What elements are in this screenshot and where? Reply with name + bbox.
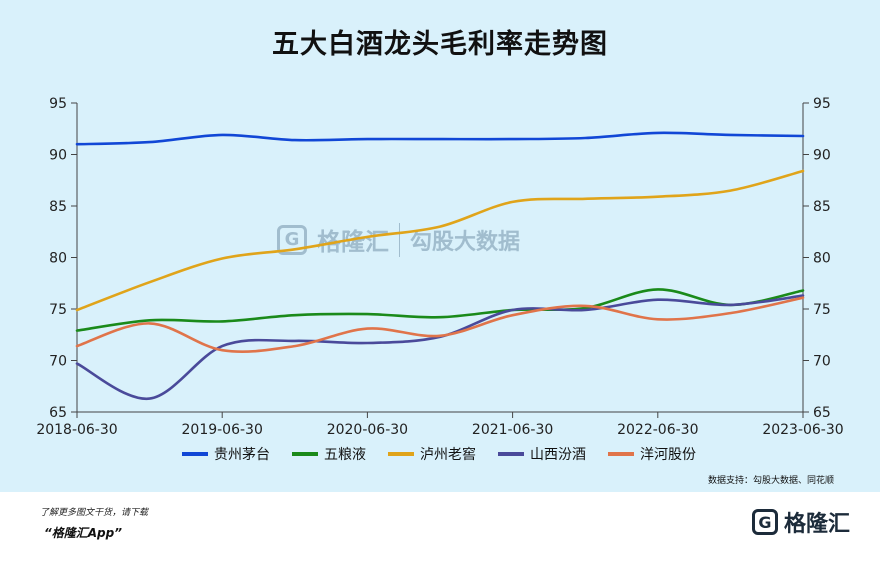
y-tick-label-right: 75 xyxy=(813,302,831,318)
line-chart: 65 65 70 70 75 75 80 80 85 85 90 90 95 95 2018-06-30 20… xyxy=(36,96,843,438)
y-tick-label-left: 65 xyxy=(49,405,67,421)
brand-logo-text: 格隆汇 xyxy=(783,512,850,537)
x-tick-label: 2020-06-30 xyxy=(327,422,408,438)
legend-item-2: 五粮液 xyxy=(292,444,366,464)
y-tick-label-left: 90 xyxy=(49,148,67,164)
x-tick-label: 2023-06-30 xyxy=(762,422,843,438)
legend-label: 山西汾酒 xyxy=(530,447,586,463)
brand-logo-icon: G xyxy=(751,509,778,535)
watermark: G 格隆汇 勾股大数据 xyxy=(277,222,520,257)
legend-label: 五粮液 xyxy=(324,447,366,463)
y-tick-label-left: 70 xyxy=(49,354,67,370)
series-line-1 xyxy=(75,131,805,146)
y-tick-label-right: 65 xyxy=(813,405,831,421)
series-line-4 xyxy=(75,294,805,400)
legend-item-3: 泸州老窖 xyxy=(388,444,476,464)
y-tick-label-right: 95 xyxy=(813,96,831,112)
x-tick-label: 2022-06-30 xyxy=(617,422,698,438)
x-tick-label: 2019-06-30 xyxy=(182,422,263,438)
watermark-separator xyxy=(399,222,400,257)
legend-label: 泸州老窖 xyxy=(420,447,476,463)
series-line-2 xyxy=(75,288,805,332)
series-line-3 xyxy=(75,169,805,312)
watermark-name-2: 勾股大数据 xyxy=(410,229,521,255)
chart-panel xyxy=(0,0,880,492)
y-tick-label-left: 75 xyxy=(49,302,67,318)
data-source-note: 数据支持：勾股大数据、同花顺 xyxy=(707,476,834,486)
y-tick-label-left: 85 xyxy=(49,199,67,215)
y-tick-label-right: 70 xyxy=(813,354,831,370)
y-tick-label-left: 95 xyxy=(49,96,67,112)
legend-swatch xyxy=(292,452,318,456)
legend-swatch xyxy=(182,452,208,456)
legend-item-5: 洋河股份 xyxy=(608,444,696,464)
legend-label: 洋河股份 xyxy=(640,447,696,463)
y-tick-label-right: 80 xyxy=(813,251,831,267)
footer-download-text: 了解更多图文干货，请下载 xyxy=(40,508,149,518)
legend-swatch xyxy=(388,452,414,456)
chart-title: 五大白酒龙头毛利率走势图 xyxy=(272,29,608,60)
footer-logo: G 格隆汇 xyxy=(751,506,850,538)
footer-app-name: “格隆汇App” xyxy=(44,526,122,540)
legend-item-1: 贵州茅台 xyxy=(182,444,270,464)
watermark-name: 格隆汇 xyxy=(317,228,389,256)
y-tick-label-right: 85 xyxy=(813,199,831,215)
legend-item-4: 山西汾酒 xyxy=(498,444,586,464)
legend-label: 贵州茅台 xyxy=(214,447,270,463)
series-line-5 xyxy=(75,296,805,353)
chart-legend: 贵州茅台 五粮液 泸州老窖 山西汾酒 洋河股份 xyxy=(182,444,696,464)
footer: 了解更多图文干货，请下载 “格隆汇App” G 格隆汇 xyxy=(0,492,880,562)
legend-swatch xyxy=(498,452,524,456)
legend-swatch xyxy=(608,452,634,456)
watermark-logo-icon: G xyxy=(277,224,307,255)
y-tick-label-left: 80 xyxy=(49,251,67,267)
x-tick-label: 2018-06-30 xyxy=(36,422,117,438)
y-tick-label-right: 90 xyxy=(813,148,831,164)
x-tick-label: 2021-06-30 xyxy=(472,422,553,438)
